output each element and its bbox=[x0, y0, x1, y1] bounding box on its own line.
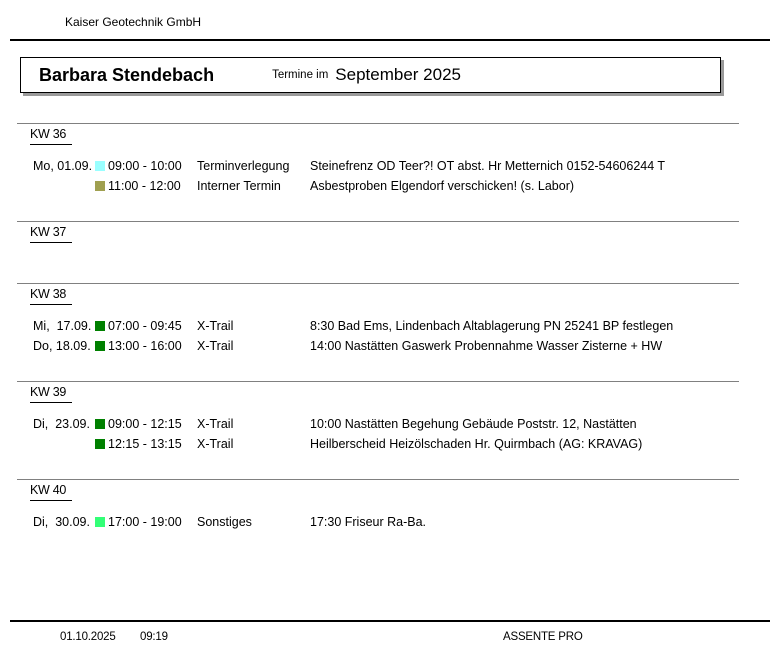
appointment-date: Do, 18.09. bbox=[33, 339, 91, 353]
appointment-date: Mo, 01.09. bbox=[33, 159, 93, 173]
print-time: 09:19 bbox=[140, 631, 168, 643]
week-label: KW 38 bbox=[30, 287, 73, 305]
appointment-description: Heilberscheid Heizölschaden Hr. Quirmbac… bbox=[310, 437, 643, 451]
appointment-description: 17:30 Friseur Ra-Ba. bbox=[310, 515, 427, 529]
section-divider bbox=[17, 381, 739, 382]
category-color-cell bbox=[95, 161, 108, 171]
section-divider bbox=[17, 221, 739, 222]
appointment-rows: Di, 23.09. 09:00 - 12:15 X-Trail 10:00 N… bbox=[0, 414, 780, 454]
category-color-swatch bbox=[95, 161, 105, 171]
appointment-row: Di, 23.09. 09:00 - 12:15 X-Trail 10:00 N… bbox=[33, 414, 760, 434]
appointment-date: Di, 30.09. bbox=[33, 515, 90, 529]
appointment-date: Di, 23.09. bbox=[33, 417, 90, 431]
week-label: KW 37 bbox=[30, 225, 73, 243]
appointment-time: 07:00 - 09:45 bbox=[108, 319, 182, 333]
week-section: KW 37 bbox=[0, 221, 780, 283]
company-name: Kaiser Geotechnik GmbH bbox=[65, 15, 202, 29]
appointment-type: X-Trail bbox=[197, 319, 234, 333]
report-subtitle-prefix: Termine im bbox=[272, 69, 329, 81]
person-name: Barbara Stendebach bbox=[39, 64, 215, 85]
appointment-type: X-Trail bbox=[197, 417, 234, 431]
appointment-row: 11:00 - 12:00 Interner Termin Asbestprob… bbox=[33, 176, 760, 196]
week-section: KW 38 Mi, 17.09. 07:00 - 09:45 X-Trail 8… bbox=[0, 283, 780, 381]
appointment-type: Sonstiges bbox=[197, 515, 252, 529]
section-divider bbox=[17, 479, 739, 480]
footer: 01.10.2025 09:19 ASSENTE PRO bbox=[0, 631, 780, 651]
category-color-cell bbox=[95, 517, 108, 527]
week-section: KW 39 Di, 23.09. 09:00 - 12:15 X-Trail 1… bbox=[0, 381, 780, 479]
category-color-cell bbox=[95, 181, 108, 191]
section-divider bbox=[17, 283, 739, 284]
appointment-description: Asbestproben Elgendorf verschicken! (s. … bbox=[310, 179, 575, 193]
print-date: 01.10.2025 bbox=[60, 631, 116, 643]
appointment-row: Mo, 01.09. 09:00 - 10:00 Terminverlegung… bbox=[33, 156, 760, 176]
category-color-swatch bbox=[95, 419, 105, 429]
appointment-rows: Mi, 17.09. 07:00 - 09:45 X-Trail 8:30 Ba… bbox=[0, 316, 780, 356]
appointment-time: 09:00 - 10:00 bbox=[108, 159, 182, 173]
section-divider bbox=[17, 123, 739, 124]
appointment-row: Mi, 17.09. 07:00 - 09:45 X-Trail 8:30 Ba… bbox=[33, 316, 760, 336]
category-color-swatch bbox=[95, 181, 105, 191]
appointment-time: 17:00 - 19:00 bbox=[108, 515, 182, 529]
category-color-swatch bbox=[95, 341, 105, 351]
appointment-date: Mi, 17.09. bbox=[33, 319, 92, 333]
appointment-time: 12:15 - 13:15 bbox=[108, 437, 182, 451]
appointment-type: Interner Termin bbox=[197, 179, 281, 193]
appointment-row: 12:15 - 13:15 X-Trail Heilberscheid Heiz… bbox=[33, 434, 760, 454]
appointment-row: Di, 30.09. 17:00 - 19:00 Sonstiges 17:30… bbox=[33, 512, 760, 532]
week-section: KW 40 Di, 30.09. 17:00 - 19:00 Sonstiges… bbox=[0, 479, 780, 557]
application-name: ASSENTE PRO bbox=[503, 631, 583, 643]
appointment-description: 14:00 Nastätten Gaswerk Probennahme Wass… bbox=[310, 339, 663, 353]
appointment-row: Do, 18.09. 13:00 - 16:00 X-Trail 14:00 N… bbox=[33, 336, 760, 356]
report-month: September 2025 bbox=[335, 65, 461, 84]
category-color-cell bbox=[95, 341, 108, 351]
week-label: KW 40 bbox=[30, 483, 73, 501]
appointment-time: 13:00 - 16:00 bbox=[108, 339, 182, 353]
week-section: KW 36 Mo, 01.09. 09:00 - 10:00 Terminver… bbox=[0, 123, 780, 221]
appointment-description: 8:30 Bad Ems, Lindenbach Altablagerung P… bbox=[310, 319, 674, 333]
week-label: KW 36 bbox=[30, 127, 73, 145]
category-color-cell bbox=[95, 419, 108, 429]
category-color-swatch bbox=[95, 439, 105, 449]
appointment-type: Terminverlegung bbox=[197, 159, 290, 173]
week-sections: KW 36 Mo, 01.09. 09:00 - 10:00 Terminver… bbox=[0, 123, 780, 557]
category-color-cell bbox=[95, 439, 108, 449]
appointment-time: 09:00 - 12:15 bbox=[108, 417, 182, 431]
appointment-description: Steinefrenz OD Teer?! OT abst. Hr Metter… bbox=[310, 159, 666, 173]
appointment-type: X-Trail bbox=[197, 437, 234, 451]
footer-divider bbox=[10, 620, 770, 622]
appointment-time: 11:00 - 12:00 bbox=[108, 179, 181, 193]
appointment-rows: Di, 30.09. 17:00 - 19:00 Sonstiges 17:30… bbox=[0, 512, 780, 532]
appointment-description: 10:00 Nastätten Begehung Gebäude Poststr… bbox=[310, 417, 637, 431]
category-color-cell bbox=[95, 321, 108, 331]
week-label: KW 39 bbox=[30, 385, 73, 403]
category-color-swatch bbox=[95, 517, 105, 527]
appointment-type: X-Trail bbox=[197, 339, 234, 353]
header-divider bbox=[10, 39, 770, 41]
category-color-swatch bbox=[95, 321, 105, 331]
report-title-box: Barbara Stendebach Termine im September … bbox=[20, 57, 721, 93]
appointment-rows: Mo, 01.09. 09:00 - 10:00 Terminverlegung… bbox=[0, 156, 780, 196]
